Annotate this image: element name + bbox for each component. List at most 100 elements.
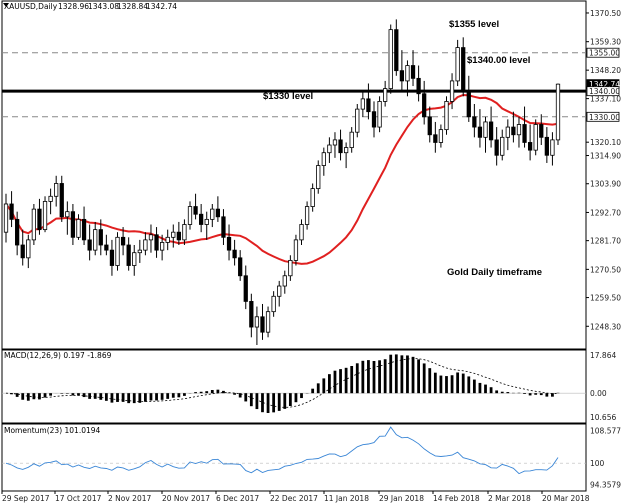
candle-body	[427, 116, 432, 136]
x-tick-label: 2 Mar 2018	[488, 494, 531, 503]
candle	[249, 293, 254, 338]
candle	[461, 37, 466, 97]
candle-body	[159, 242, 165, 251]
annotation-1355: $1355 level	[449, 19, 499, 30]
candle	[310, 183, 315, 212]
macd-panel	[2, 354, 586, 414]
candle-body	[360, 98, 365, 110]
candle-body	[371, 111, 377, 128]
chart-header-close: 1342.74	[146, 2, 177, 11]
candle	[137, 239, 142, 263]
candle	[193, 193, 198, 220]
candle	[232, 239, 237, 266]
candle-body	[148, 234, 154, 241]
candle-body	[26, 239, 31, 259]
y-tick-label: 1303.90	[590, 180, 621, 189]
candle-body	[394, 29, 399, 72]
candle-body	[260, 316, 265, 333]
candle	[143, 232, 148, 256]
candle-body	[48, 195, 53, 202]
candle-body	[355, 108, 360, 133]
candle-body	[171, 231, 176, 238]
candle	[48, 188, 53, 215]
candle-body	[405, 65, 410, 82]
candle	[238, 250, 243, 281]
candle	[304, 201, 310, 230]
candle-body	[232, 249, 237, 259]
candle	[433, 121, 438, 153]
chart-header-high: 1343.08	[88, 2, 119, 11]
momentum-header: Momentum(23) 101.0194	[4, 426, 101, 435]
candle	[42, 196, 48, 233]
candle	[159, 234, 165, 261]
candle-body	[76, 218, 81, 238]
y-tick-label: 1270.50	[590, 265, 621, 274]
candle	[65, 201, 70, 235]
candle	[355, 103, 360, 138]
candle-body	[93, 229, 98, 251]
macd-tick-label: 17.864	[590, 351, 616, 360]
candle-body	[527, 142, 533, 151]
candle	[394, 19, 399, 76]
candle-body	[550, 139, 555, 156]
candle	[544, 127, 549, 163]
candle	[126, 237, 131, 271]
candle-body	[277, 285, 282, 297]
candle-body	[449, 80, 455, 102]
candle	[182, 219, 187, 246]
x-tick-label: 29 Sep 2017	[2, 494, 50, 503]
candle	[466, 75, 471, 122]
candle	[104, 234, 109, 256]
candle	[20, 229, 25, 266]
candle-body	[466, 90, 471, 118]
candle	[288, 255, 293, 281]
x-tick-label: 20 Mar 2018	[542, 494, 590, 503]
candle-body	[366, 98, 371, 113]
candle-body	[472, 116, 477, 128]
y-tick-label: 1348.20	[590, 66, 621, 75]
candle	[154, 227, 159, 258]
candle	[31, 203, 37, 246]
candle-body	[226, 236, 232, 251]
candle	[87, 224, 92, 261]
candle-body	[293, 239, 299, 261]
candle-body	[544, 136, 549, 156]
momentum-panel	[2, 426, 586, 475]
momentum-panel-frame	[1, 423, 587, 492]
candle-body	[182, 224, 187, 241]
macd-panel-frame	[1, 349, 587, 424]
candle	[321, 147, 326, 176]
annotation-1340: $1340.00 level	[467, 55, 530, 66]
candle	[371, 101, 377, 138]
candle-body	[143, 239, 148, 251]
candle	[388, 24, 393, 94]
x-axis: 29 Sep 2017 17 Oct 2017 2 Nov 2017 20 Nov 2…	[1, 491, 590, 503]
candle	[76, 214, 81, 240]
candle-body	[42, 201, 48, 231]
candle	[293, 234, 299, 266]
x-tick-label: 11 Jan 2018	[324, 494, 369, 503]
candle	[539, 114, 544, 146]
moving-average-line	[5, 93, 559, 265]
candle-body	[332, 139, 338, 146]
candle-body	[15, 218, 20, 246]
candle-body	[299, 224, 304, 241]
macd-tick-label: 0.00	[590, 389, 607, 398]
candle	[54, 175, 59, 207]
candle	[37, 198, 42, 235]
candle-body	[54, 183, 59, 197]
candle	[477, 109, 483, 148]
candle-body	[304, 206, 310, 225]
candle-body	[243, 275, 248, 302]
candle-body	[494, 139, 499, 156]
candle-body	[388, 29, 393, 90]
macd-tick-label: 10.656	[590, 413, 616, 422]
candle-body	[176, 231, 181, 241]
momentum-tick-label: 94.3579	[590, 481, 621, 490]
chart-header-open: 1328.96	[58, 2, 89, 11]
y-tick-label: 1281.70	[590, 237, 621, 246]
macd-signal-line	[5, 358, 559, 408]
candle	[427, 106, 432, 143]
candle-body	[422, 93, 427, 118]
